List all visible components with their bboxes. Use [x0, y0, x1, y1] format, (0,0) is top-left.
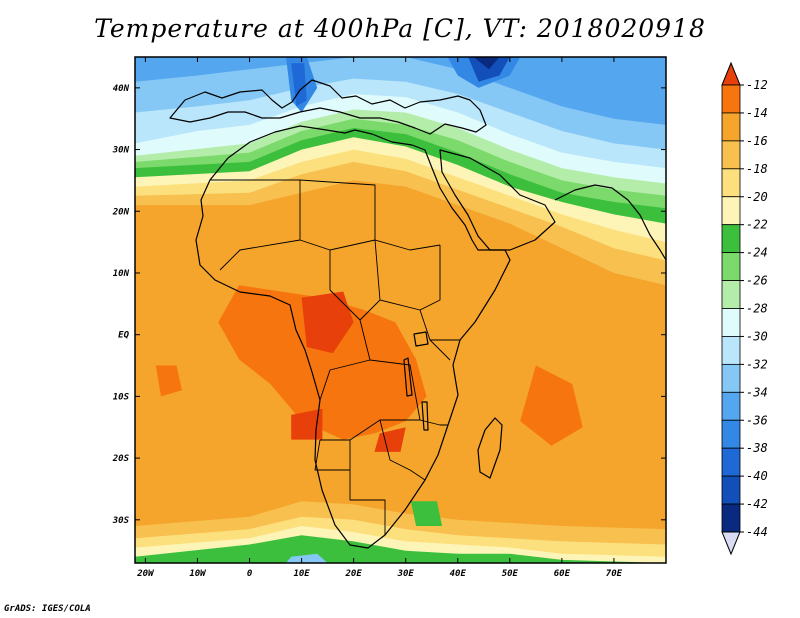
lon-tick-label: 50E [502, 569, 519, 579]
cold-patch-3 [468, 57, 510, 82]
colorbar-swatch [721, 447, 741, 477]
country-borders [210, 179, 460, 535]
colorbar-legend: -12 -14 -16 -18 -20 -22 -24 -26 -28 -30 -32 -34 -36 -… [721, 61, 768, 556]
lon-tick-label: 60E [554, 569, 571, 579]
madagascar-coastline [477, 417, 503, 479]
lon-tick-label: 10W [189, 569, 207, 579]
coastlines-and-borders [169, 79, 666, 549]
colorbar-swatch [721, 308, 741, 337]
colorbar-label: -34 [746, 385, 768, 399]
grads-credit: GrADS: IGES/COLA [4, 604, 91, 614]
colorbar-label: -38 [746, 441, 768, 455]
lat-tick-label: 20S [112, 454, 130, 464]
lat-tick-label: EQ [118, 331, 129, 341]
plot-frame [134, 56, 667, 564]
cold-patch-6 [286, 553, 328, 563]
warm-patch-3 [301, 291, 354, 354]
colorbar-label: -26 [746, 274, 768, 288]
lake-tanganyika [403, 357, 413, 397]
colorbar-label: -22 [746, 218, 768, 232]
africa-coastline [195, 125, 511, 549]
warm-patch-0 [218, 285, 427, 440]
lat-tick-label: 10N [113, 269, 130, 279]
colorbar-label: -42 [746, 497, 768, 511]
warm-patch-5 [374, 427, 406, 452]
colorbar-label: -16 [746, 134, 768, 148]
colorbar-label: -32 [746, 357, 768, 371]
colorbar-swatch [721, 475, 741, 505]
lon-tick-label: 30E [397, 569, 415, 579]
colorbar-label: -44 [746, 525, 768, 539]
arabia-coastline [439, 149, 556, 251]
colorbar-swatch [721, 196, 741, 226]
colorbar-bottom-arrow [721, 531, 741, 556]
band-south-m24 [135, 535, 666, 563]
lat-tick-label: 30S [112, 516, 130, 526]
colorbar-swatch [721, 84, 741, 114]
lat-tick-label: 30N [112, 146, 130, 156]
map-title: Temperature at 400hPa [C], VT: 201802091… [94, 14, 706, 43]
colorbar-label: -20 [746, 190, 768, 204]
asia-coastline [554, 184, 666, 261]
colorbar-swatch [721, 336, 741, 365]
colorbar-top-arrow [721, 61, 741, 86]
lon-tick-label: 70E [606, 569, 623, 579]
colorbar-swatch [721, 140, 741, 170]
colorbar-label: -36 [746, 413, 768, 427]
europe-coastline [169, 79, 487, 135]
lon-tick-label: 0 [247, 569, 253, 579]
band-north-m36 [135, 57, 666, 125]
colorbar-label: -28 [746, 302, 768, 316]
colorbar-label: -12 [746, 78, 768, 92]
longitude-axis: 20W 10W 0 10E 20E 30E 40E 50E 60E 70E [136, 57, 623, 579]
colorbar-swatch [721, 419, 741, 449]
lon-tick-label: 10E [293, 569, 310, 579]
colorbar-label: -40 [746, 469, 768, 483]
colorbar-label: -30 [746, 329, 768, 343]
latitude-axis: 40N 30N 20N 10N EQ 10S 20S 30S [112, 84, 666, 526]
warm-patch-2 [520, 365, 583, 446]
lake-malawi [421, 401, 429, 431]
colorbar-swatch [721, 280, 741, 309]
lon-tick-label: 20W [136, 569, 155, 579]
warm-patch-4 [291, 408, 323, 440]
lake-victoria [413, 331, 429, 347]
colorbar-swatch [721, 112, 741, 142]
lon-tick-label: 20E [345, 569, 363, 579]
colorbar-label: -18 [746, 162, 768, 176]
cold-patch-4 [473, 57, 500, 70]
lat-tick-label: 40N [113, 84, 130, 94]
warm-patch-1 [155, 365, 182, 397]
lat-tick-label: 10S [113, 392, 130, 402]
cold-patch-1 [291, 63, 307, 107]
colorbar-swatch [721, 252, 741, 281]
colorbar-swatch [721, 391, 741, 421]
temperature-field [135, 57, 666, 563]
colorbar-swatch [721, 503, 741, 533]
colorbar-label: -14 [746, 106, 768, 120]
colorbar-swatch [721, 224, 741, 254]
lat-tick-label: 20N [112, 207, 130, 217]
colorbar-swatch [721, 168, 741, 198]
cold-patch-5 [410, 501, 443, 526]
colorbar-swatch [721, 363, 741, 393]
lon-tick-label: 40E [450, 569, 467, 579]
colorbar-label: -24 [746, 246, 768, 260]
